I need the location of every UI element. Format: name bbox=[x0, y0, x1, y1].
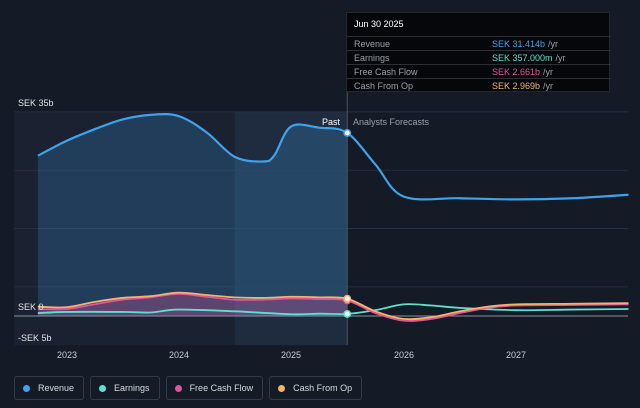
tooltip-row-revenue: Revenue SEK 31.414b/yr bbox=[347, 36, 611, 50]
tooltip-row-fcf: Free Cash Flow SEK 2.661b/yr bbox=[347, 64, 611, 78]
tooltip-unit: /yr bbox=[543, 81, 554, 91]
y-axis-label-neg: -SEK 5b bbox=[18, 333, 52, 343]
tooltip-unit: /yr bbox=[543, 67, 554, 77]
legend-label: Free Cash Flow bbox=[189, 383, 254, 393]
tooltip: Jun 30 2025 Revenue SEK 31.414b/yr Earni… bbox=[346, 12, 611, 92]
y-axis-label-zero: SEK 0 bbox=[18, 302, 44, 312]
line-free-cash-flow bbox=[37, 292, 629, 322]
legend-dot-icon bbox=[99, 384, 107, 392]
tooltip-unit: /yr bbox=[548, 39, 559, 49]
line-cash-from-op bbox=[37, 291, 629, 321]
gridlines bbox=[14, 111, 628, 317]
tooltip-label: Earnings bbox=[354, 53, 390, 63]
legend-item-cash-from-op[interactable]: Cash From Op bbox=[269, 376, 363, 400]
marker-earnings bbox=[343, 309, 352, 318]
area-revenue bbox=[37, 114, 348, 316]
series-lines bbox=[37, 113, 629, 322]
tooltip-label: Revenue bbox=[354, 39, 391, 49]
series-markers bbox=[343, 128, 352, 318]
line-earnings bbox=[37, 303, 629, 316]
tooltip-unit: /yr bbox=[555, 53, 566, 63]
x-tick-2025: 2025 bbox=[281, 350, 302, 360]
tooltip-value: SEK 2.661b/yr bbox=[492, 67, 553, 77]
y-axis-label-top: SEK 35b bbox=[18, 98, 54, 108]
line-revenue bbox=[37, 113, 629, 201]
past-label: Past bbox=[322, 117, 341, 127]
tooltip-date: Jun 30 2025 bbox=[354, 19, 404, 29]
legend-label: Revenue bbox=[38, 383, 75, 393]
legend-dot-icon bbox=[278, 384, 286, 392]
x-tick-2026: 2026 bbox=[394, 350, 415, 360]
tooltip-row-cfo: Cash From Op SEK 2.969b/yr bbox=[347, 78, 611, 92]
tooltip-value-text: SEK 357.000m bbox=[492, 53, 553, 63]
tooltip-value-text: SEK 2.661b bbox=[492, 67, 541, 77]
series-areas bbox=[37, 114, 348, 316]
x-tick-2023: 2023 bbox=[57, 350, 78, 360]
area-free-cash-flow bbox=[37, 293, 348, 316]
legend-dot-icon bbox=[174, 384, 182, 392]
legend-item-free-cash-flow[interactable]: Free Cash Flow bbox=[165, 376, 264, 400]
forecast-label: Analysts Forecasts bbox=[353, 117, 430, 127]
tooltip-label: Free Cash Flow bbox=[354, 67, 418, 77]
tooltip-value: SEK 357.000m/yr bbox=[492, 53, 566, 63]
legend-item-revenue[interactable]: Revenue bbox=[14, 376, 85, 400]
tooltip-row-earnings: Earnings SEK 357.000m/yr bbox=[347, 50, 611, 64]
legend-item-earnings[interactable]: Earnings bbox=[90, 376, 160, 400]
legend-label: Cash From Op bbox=[293, 383, 353, 393]
legend-dot-icon bbox=[23, 384, 30, 392]
x-tick-2027: 2027 bbox=[506, 350, 527, 360]
legend: Revenue Earnings Free Cash Flow Cash Fro… bbox=[14, 376, 363, 400]
tooltip-value: SEK 31.414b/yr bbox=[492, 39, 558, 49]
tooltip-value-text: SEK 2.969b bbox=[492, 81, 541, 91]
x-tick-2024: 2024 bbox=[169, 350, 190, 360]
tooltip-label: Cash From Op bbox=[354, 81, 414, 91]
tooltip-value-text: SEK 31.414b bbox=[492, 39, 546, 49]
legend-label: Earnings bbox=[114, 383, 150, 393]
marker-cash-from-op bbox=[343, 294, 352, 303]
tooltip-value: SEK 2.969b/yr bbox=[492, 81, 553, 91]
marker-revenue bbox=[343, 128, 352, 137]
